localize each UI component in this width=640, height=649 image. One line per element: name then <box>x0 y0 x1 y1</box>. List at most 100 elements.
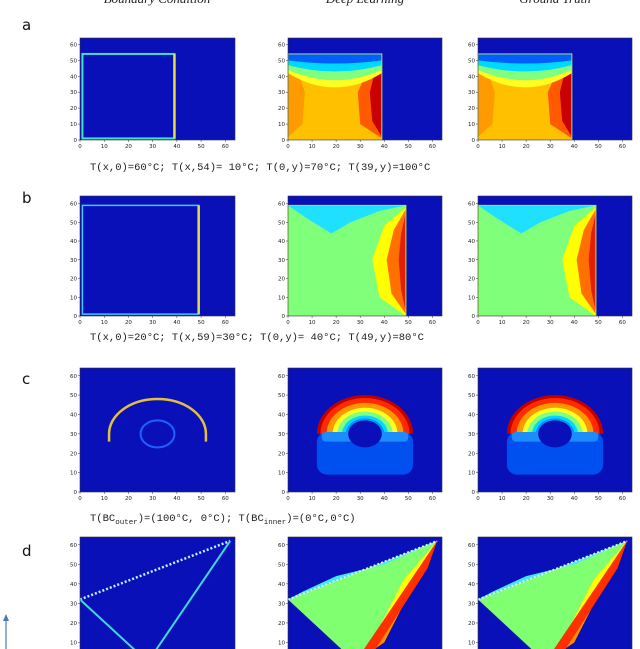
panel <box>288 196 442 316</box>
x-tick-label: 50 <box>595 496 602 502</box>
region <box>398 212 406 313</box>
x-tick-label: 0 <box>476 496 480 502</box>
y-tick-label: 30 <box>278 90 285 96</box>
panel-background <box>80 38 235 140</box>
panel <box>288 38 442 140</box>
y-tick-label: 10 <box>468 471 475 477</box>
y-tick-label: 0 <box>472 490 476 496</box>
x-tick-label: 30 <box>357 320 364 326</box>
region <box>478 205 596 316</box>
y-tick-label: 20 <box>468 106 475 112</box>
panel-frame <box>287 195 443 317</box>
region <box>554 540 628 649</box>
region <box>369 58 382 137</box>
panel-background <box>80 196 235 316</box>
x-tick-label: 0 <box>476 144 480 150</box>
x-tick-label: 20 <box>523 144 530 150</box>
x-tick-label: 50 <box>595 320 602 326</box>
y-tick-label: 20 <box>278 106 285 112</box>
y-tick-label: 0 <box>472 138 476 144</box>
x-tick-label: 30 <box>149 144 156 150</box>
x-tick-label: 40 <box>571 496 578 502</box>
region <box>364 540 438 649</box>
y-tick-label: 10 <box>70 295 77 301</box>
x-tick-label: 10 <box>101 144 108 150</box>
x-tick-label: 60 <box>429 144 436 150</box>
boundary <box>288 204 407 316</box>
y-tick-label: 20 <box>468 451 475 457</box>
x-tick-label: 50 <box>198 496 205 502</box>
x-tick-label: 60 <box>222 144 229 150</box>
caption: T(x,0)=20°C; T(x,59)=30°C; T(0,y)= 40°C;… <box>90 332 424 344</box>
region <box>478 60 495 137</box>
x-tick-label: 0 <box>78 496 82 502</box>
y-tick-label: 50 <box>278 220 285 226</box>
y-tick-label: 60 <box>468 42 475 48</box>
x-tick-label: 60 <box>429 320 436 326</box>
panel-frame <box>287 37 443 141</box>
y-tick-label: 60 <box>278 202 285 208</box>
y-tick-label: 40 <box>70 413 77 419</box>
y-tick-label: 40 <box>278 74 285 80</box>
y-tick-label: 60 <box>468 543 475 549</box>
caption: T(BCouter)=(100°C, 0°C); T(BCinner)=(0°C… <box>90 513 356 527</box>
x-tick-label: 10 <box>499 144 506 150</box>
x-tick-label: 40 <box>173 496 180 502</box>
y-tick-label: 0 <box>282 490 286 496</box>
x-tick-label: 50 <box>595 144 602 150</box>
y-tick-label: 20 <box>278 277 285 283</box>
x-tick-label: 20 <box>523 496 530 502</box>
y-tick-label: 40 <box>468 413 475 419</box>
row-label: c <box>22 370 30 388</box>
boundary <box>288 53 383 140</box>
panel-background <box>80 537 235 649</box>
region <box>288 60 305 137</box>
x-tick-label: 30 <box>149 496 156 502</box>
y-tick-label: 50 <box>468 562 475 568</box>
x-tick-label: 60 <box>222 496 229 502</box>
row-label: b <box>22 189 32 207</box>
caption: T(x,0)=60°C; T(x,54)= 10°C; T(0,y)=70°C;… <box>90 162 430 174</box>
panel-frame <box>79 195 236 317</box>
boundary <box>80 540 231 649</box>
x-tick-label: 10 <box>101 496 108 502</box>
y-tick-label: 50 <box>468 393 475 399</box>
y-tick-label: 60 <box>278 543 285 549</box>
region <box>316 431 414 475</box>
y-tick-label: 60 <box>70 543 77 549</box>
x-tick-label: 20 <box>523 320 530 326</box>
y-tick-label: 0 <box>74 314 78 320</box>
column-header: Boundary Condition <box>104 0 211 6</box>
x-tick-label: 20 <box>125 496 132 502</box>
x-tick-label: 0 <box>78 144 82 150</box>
y-tick-label: 60 <box>278 42 285 48</box>
x-tick-label: 0 <box>476 320 480 326</box>
region <box>288 205 406 316</box>
panel-frame <box>79 37 236 141</box>
boundary <box>478 53 573 140</box>
row-label: d <box>22 542 32 560</box>
region <box>478 540 628 649</box>
y-tick-label: 60 <box>70 42 77 48</box>
y-tick-label: 0 <box>282 314 286 320</box>
region <box>588 212 596 313</box>
y-tick-label: 40 <box>278 413 285 419</box>
x-tick-label: 10 <box>309 496 316 502</box>
x-tick-label: 10 <box>309 144 316 150</box>
x-tick-label: 40 <box>571 144 578 150</box>
caption-sub: outer <box>115 519 138 527</box>
panel-frame <box>477 37 633 141</box>
panel-frame <box>79 536 236 649</box>
x-tick-label: 30 <box>547 144 554 150</box>
y-tick-label: 20 <box>468 277 475 283</box>
y-tick-label: 60 <box>468 202 475 208</box>
y-tick-label: 10 <box>278 295 285 301</box>
y-tick-label: 50 <box>70 562 77 568</box>
y-tick-label: 0 <box>74 490 78 496</box>
y-tick-label: 60 <box>70 374 77 380</box>
panel-frame <box>477 536 633 649</box>
y-tick-label: 30 <box>278 258 285 264</box>
y-tick-label: 60 <box>70 202 77 208</box>
panel <box>80 196 235 316</box>
